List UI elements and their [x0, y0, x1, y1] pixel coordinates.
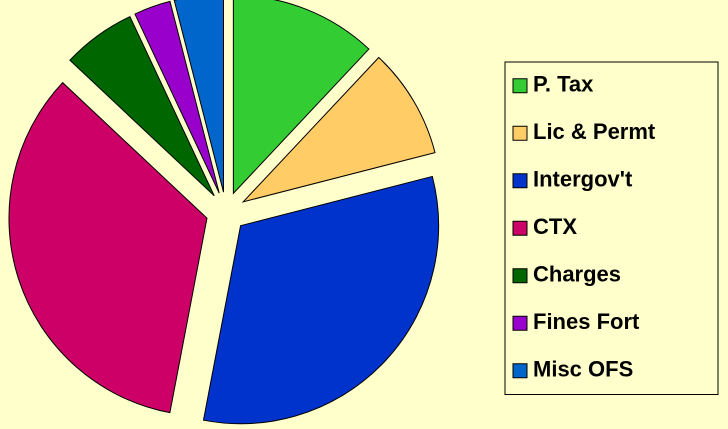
legend-label: Charges [533, 262, 621, 287]
legend-label: Misc OFS [533, 357, 633, 382]
pie-slice [241, 56, 436, 203]
legend-label: Intergov't [533, 167, 633, 192]
pie-slice [173, 0, 224, 193]
pie-slice [8, 81, 208, 414]
legend-swatch [512, 268, 528, 284]
legend-swatch [512, 78, 528, 94]
pie-slice [69, 15, 215, 197]
pie-slice [232, 0, 370, 195]
legend-swatch [512, 220, 528, 236]
legend-swatch [512, 173, 528, 189]
legend-swatch [512, 125, 528, 141]
pie-slice [202, 175, 440, 425]
legend-label: Fines Fort [533, 309, 640, 334]
legend-label: Lic & Permt [533, 119, 656, 144]
legend-swatch [512, 363, 528, 379]
pie-slice [134, 0, 220, 194]
legend-swatch [512, 315, 528, 331]
legend-label: P. Tax [533, 72, 594, 97]
legend-box [504, 61, 719, 395]
legend-label: CTX [533, 214, 577, 239]
